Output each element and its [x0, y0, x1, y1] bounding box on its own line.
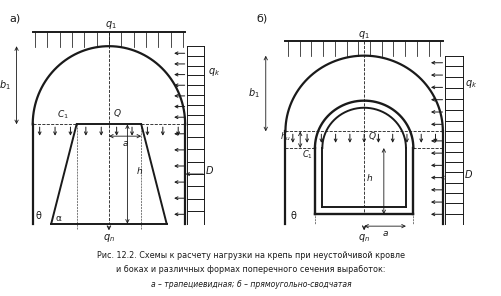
Text: θ: θ [290, 211, 296, 221]
Text: D: D [464, 170, 471, 180]
Text: $q_1$: $q_1$ [105, 19, 117, 31]
Text: $q_n$: $q_n$ [103, 232, 115, 244]
Text: Рис. 12.2. Схемы к расчету нагрузки на крепь при неустойчивой кровле: Рис. 12.2. Схемы к расчету нагрузки на к… [97, 250, 404, 260]
Text: а): а) [10, 13, 21, 23]
Text: $C_1$: $C_1$ [57, 108, 69, 121]
Text: $h_u$: $h_u$ [280, 131, 290, 143]
Text: a: a [382, 229, 387, 238]
Text: $b_1$: $b_1$ [0, 78, 11, 92]
Text: h: h [136, 167, 142, 176]
Text: $C_1$: $C_1$ [301, 149, 312, 161]
Text: θ: θ [35, 211, 41, 221]
Text: a: a [122, 139, 128, 148]
Text: $b_1$: $b_1$ [247, 87, 259, 100]
Text: Q: Q [113, 109, 120, 118]
Text: а – трапециевидная; б – прямоугольно-сводчатая: а – трапециевидная; б – прямоугольно-сво… [150, 280, 351, 289]
Text: $q_n$: $q_n$ [357, 232, 369, 244]
Text: D: D [205, 166, 213, 176]
Text: б): б) [256, 13, 267, 23]
Text: и боках и различных формах поперечного сечения выработок:: и боках и различных формах поперечного с… [116, 265, 385, 274]
Text: $q_k$: $q_k$ [464, 78, 476, 90]
Text: h: h [366, 174, 372, 183]
Text: $q_k$: $q_k$ [208, 65, 220, 78]
Text: Q: Q [368, 131, 375, 141]
Text: α: α [56, 214, 62, 223]
Text: $q_1$: $q_1$ [358, 29, 369, 41]
